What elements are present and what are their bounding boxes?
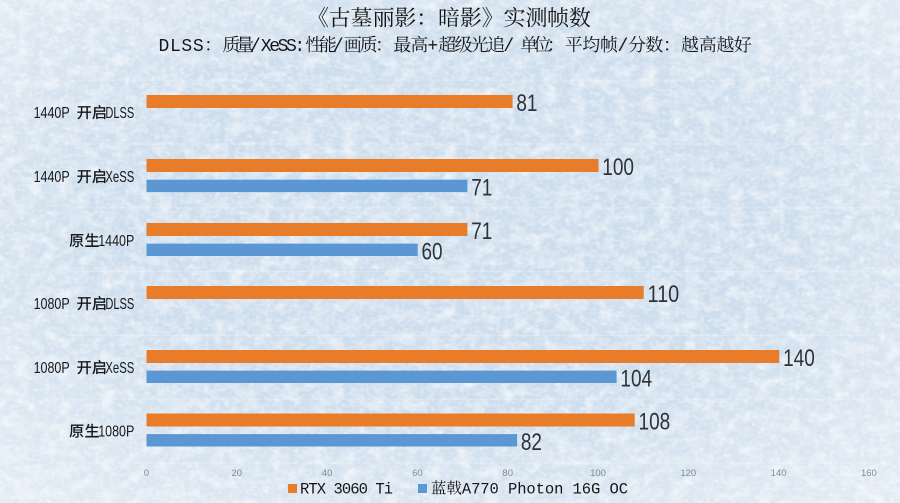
svg-text:1440P: 1440P <box>34 169 70 186</box>
svg-text:单位：: 单位： <box>520 35 565 57</box>
svg-text:画质：: 画质： <box>344 35 394 57</box>
svg-text:原生: 原生 <box>69 229 99 251</box>
svg-text:质量/: 质量/ <box>222 35 260 57</box>
svg-text:最高+: 最高+ <box>393 35 438 57</box>
svg-text:原生: 原生 <box>69 419 99 441</box>
svg-text:超级光追/: 超级光追/ <box>438 35 514 57</box>
svg-text:平均帧/分数：: 平均帧/分数： <box>565 35 681 57</box>
svg-text:DLSS: DLSS <box>105 105 134 122</box>
svg-text:82: 82 <box>521 429 542 456</box>
svg-text:《古墓丽影：暗影》实测帧数: 《古墓丽影：暗影》实测帧数 <box>307 7 591 33</box>
svg-text:60: 60 <box>422 238 443 265</box>
svg-text:140: 140 <box>783 345 815 372</box>
svg-text:DLSS：: DLSS： <box>159 37 223 57</box>
svg-text:蓝戟A770 Photon 16G OC: 蓝戟A770 Photon 16G OC <box>431 480 628 499</box>
svg-text:XeSS:: XeSS: <box>261 37 305 57</box>
svg-text:140: 140 <box>771 468 787 479</box>
svg-text:RTX 3060 Ti: RTX 3060 Ti <box>300 481 393 499</box>
svg-text:1080P: 1080P <box>98 423 134 440</box>
svg-text:110: 110 <box>648 281 680 308</box>
svg-text:性能/: 性能/ <box>305 35 344 57</box>
svg-text:开启: 开启 <box>76 165 106 187</box>
svg-text:1440P: 1440P <box>98 233 134 250</box>
svg-text:开启: 开启 <box>76 356 106 378</box>
svg-text:71: 71 <box>471 175 492 202</box>
svg-text:越高越好: 越高越好 <box>681 35 752 57</box>
svg-text:100: 100 <box>590 468 606 479</box>
svg-text:1440P: 1440P <box>34 105 70 122</box>
svg-text:XeSS: XeSS <box>105 360 134 377</box>
svg-text:DLSS: DLSS <box>105 296 134 313</box>
svg-text:XeSS: XeSS <box>105 169 134 186</box>
svg-text:80: 80 <box>502 468 513 479</box>
svg-text:108: 108 <box>639 409 671 436</box>
svg-text:120: 120 <box>680 468 696 479</box>
svg-text:1080P: 1080P <box>34 296 70 313</box>
svg-text:1080P: 1080P <box>34 360 70 377</box>
svg-text:20: 20 <box>232 468 243 479</box>
svg-text:104: 104 <box>620 365 652 392</box>
svg-text:160: 160 <box>861 468 877 479</box>
svg-text:开启: 开启 <box>76 292 106 314</box>
svg-text:0: 0 <box>144 468 149 479</box>
svg-text:60: 60 <box>412 468 423 479</box>
svg-text:81: 81 <box>516 90 537 117</box>
svg-text:40: 40 <box>322 468 333 479</box>
svg-text:开启: 开启 <box>76 101 106 123</box>
svg-text:71: 71 <box>471 218 492 245</box>
svg-text:100: 100 <box>602 154 634 181</box>
